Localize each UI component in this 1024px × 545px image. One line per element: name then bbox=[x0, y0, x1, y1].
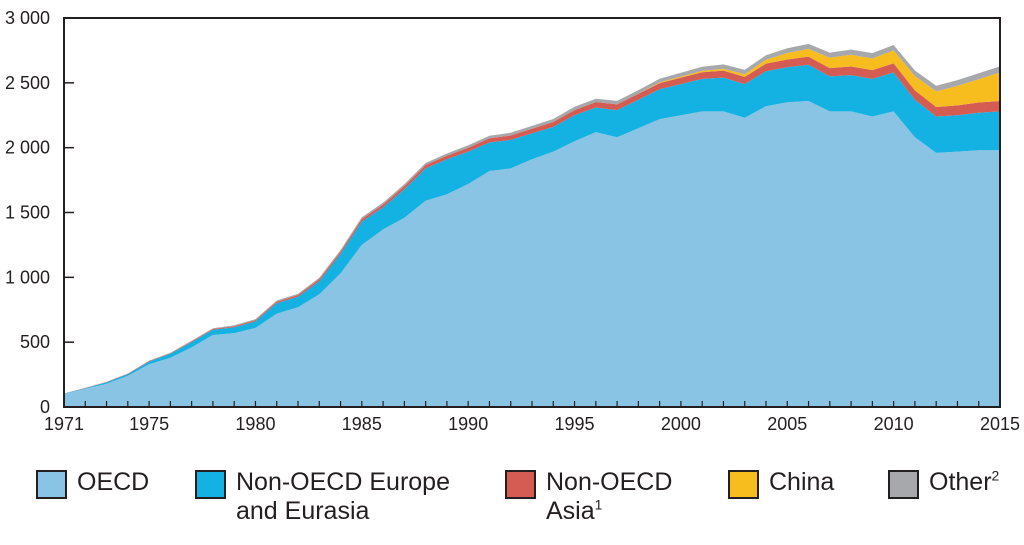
area-oecd bbox=[64, 101, 1000, 407]
y-tick-label: 3 000 bbox=[5, 8, 50, 28]
x-tick-label: 1990 bbox=[448, 414, 488, 434]
x-tick-label: 1995 bbox=[555, 414, 595, 434]
x-tick-label: 2000 bbox=[661, 414, 701, 434]
legend-swatch-non-oecd-asia bbox=[505, 470, 536, 499]
legend-swatch-oecd bbox=[36, 470, 67, 499]
x-tick-label: 1971 bbox=[44, 414, 84, 434]
x-axis: 1971 1975 1980 1985 1990 1995 2000 2005 2010 2015 bbox=[44, 401, 1020, 434]
area-series-group bbox=[64, 43, 1000, 407]
y-tick-label: 500 bbox=[20, 332, 50, 352]
y-tick-label: 2 000 bbox=[5, 138, 50, 158]
legend-label-oecd: OECD bbox=[77, 468, 150, 496]
y-tick-label: 0 bbox=[40, 397, 50, 417]
legend-item-china: China bbox=[728, 468, 834, 499]
legend-swatch-non-oecd-europe bbox=[195, 470, 226, 499]
y-tick-label: 2 500 bbox=[5, 73, 50, 93]
legend-item-oecd: OECD bbox=[36, 468, 149, 499]
legend-label-non-oecd-asia: Non-OECD Asia bbox=[546, 468, 673, 525]
legend-item-other: Other2 bbox=[888, 468, 999, 499]
plot-frame bbox=[63, 17, 1001, 408]
legend-label-non-oecd-europe: Non-OECD Europe and Eurasia bbox=[236, 468, 450, 525]
legend-swatch-china bbox=[728, 470, 759, 499]
legend-item-non-oecd-europe: Non-OECD Europe and Eurasia bbox=[195, 468, 450, 526]
y-tick-label: 1 000 bbox=[5, 267, 50, 287]
x-tick-label: 1975 bbox=[129, 414, 169, 434]
area-non-oecd-europe-and-eurasia bbox=[64, 64, 1000, 394]
y-axis: 0 500 1 000 1 500 2 000 2 500 3 000 bbox=[5, 8, 74, 417]
x-tick-label: 2005 bbox=[767, 414, 807, 434]
legend-footnote-1: 1 bbox=[594, 496, 603, 513]
legend-item-non-oecd-asia: Non-OECD Asia1 bbox=[505, 468, 672, 526]
x-tick-label: 1985 bbox=[342, 414, 382, 434]
y-tick-label: 1 500 bbox=[5, 203, 50, 223]
x-tick-label: 1980 bbox=[235, 414, 275, 434]
x-tick-label: 2010 bbox=[874, 414, 914, 434]
x-tick-label: 2015 bbox=[980, 414, 1020, 434]
legend-swatch-other bbox=[888, 470, 919, 499]
legend-label-other: Other bbox=[929, 468, 992, 496]
legend: OECD Non-OECD Europe and Eurasia Non-OEC… bbox=[0, 468, 1024, 545]
legend-footnote-2: 2 bbox=[991, 467, 1000, 484]
legend-label-china: China bbox=[769, 468, 835, 496]
